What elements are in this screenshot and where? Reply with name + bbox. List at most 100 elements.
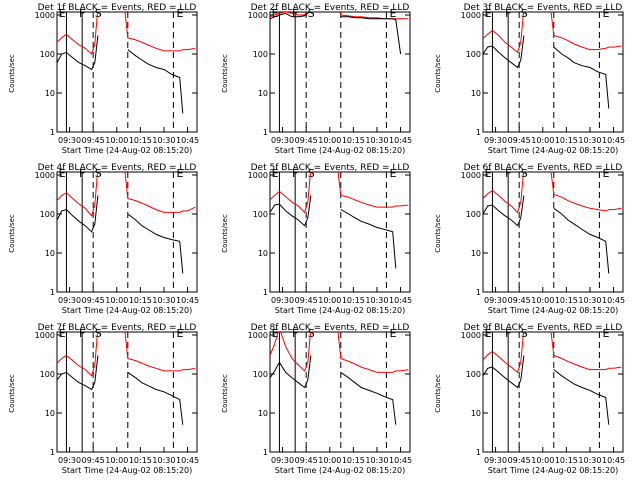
x-tick-label: 10:30	[578, 456, 601, 465]
x-tick-label: 09:45	[508, 136, 531, 145]
chart-title: Det 3f BLACK = Events, RED = LLD	[464, 3, 623, 13]
x-tick-label: 10:15	[342, 456, 365, 465]
phase-label: S	[308, 7, 315, 20]
phase-label: E	[272, 167, 279, 180]
x-tick-label: 10:15	[555, 456, 578, 465]
plot-frame	[56, 171, 198, 293]
x-tick-label: 10:15	[129, 296, 152, 305]
phase-label: E	[485, 167, 492, 180]
y-tick-label: 10	[258, 249, 268, 258]
plot-frame	[269, 331, 411, 453]
y-tick-label: 1000	[248, 331, 268, 340]
y-axis-label: Counts/sec	[221, 214, 229, 253]
x-tick-label: 10:45	[176, 136, 199, 145]
x-tick-label: 10:00	[105, 456, 128, 465]
x-axis-label: Start Time (24-Aug-02 08:15:20)	[62, 146, 193, 155]
x-tick-label: 09:30	[484, 136, 507, 145]
y-tick-label: 1000	[248, 171, 268, 180]
phase-label: E	[177, 7, 184, 20]
y-tick-label: 10	[45, 249, 55, 258]
y-tick-label: 100	[466, 210, 481, 219]
plot-frame	[269, 171, 411, 293]
x-tick-label: 09:30	[484, 456, 507, 465]
y-tick-label: 1000	[461, 171, 481, 180]
x-tick-label: 09:30	[58, 136, 81, 145]
y-tick-label: 1000	[35, 331, 55, 340]
x-tick-label: 10:15	[342, 296, 365, 305]
y-axis-label: Counts/sec	[434, 214, 442, 253]
y-tick-label: 10	[258, 409, 268, 418]
y-tick-label: 1000	[461, 331, 481, 340]
y-tick-label: 1	[263, 128, 268, 137]
x-tick-label: 09:30	[271, 136, 294, 145]
y-tick-label: 10	[45, 409, 55, 418]
x-axis-label: Start Time (24-Aug-02 08:15:20)	[62, 306, 193, 315]
phase-label: E	[272, 7, 279, 20]
x-tick-label: 10:00	[531, 456, 554, 465]
y-tick-label: 1000	[461, 11, 481, 20]
x-tick-label: 10:15	[129, 136, 152, 145]
y-tick-label: 1	[50, 448, 55, 457]
x-tick-label: 09:30	[271, 296, 294, 305]
y-axis-label: Counts/sec	[221, 54, 229, 93]
phase-label: S	[95, 327, 102, 340]
chart-title: Det 8f BLACK = Events, RED = LLD	[251, 323, 410, 333]
series-line	[57, 35, 184, 114]
phase-label: S	[308, 167, 315, 180]
y-axis-label: Counts/sec	[434, 54, 442, 93]
x-tick-label: 10:00	[105, 296, 128, 305]
x-axis-label: Start Time (24-Aug-02 08:15:20)	[275, 306, 406, 315]
plot-frame	[482, 171, 624, 293]
phase-label: F	[505, 7, 511, 20]
y-tick-label: 100	[40, 210, 55, 219]
x-tick-label: 09:30	[484, 296, 507, 305]
y-tick-label: 100	[466, 50, 481, 59]
phase-label: E	[603, 7, 610, 20]
x-tick-label: 09:30	[271, 456, 294, 465]
series-line	[57, 172, 196, 217]
series-line	[483, 35, 610, 109]
y-tick-label: 1	[263, 288, 268, 297]
y-tick-label: 100	[253, 370, 268, 379]
x-tick-label: 10:15	[555, 136, 578, 145]
y-tick-label: 10	[471, 249, 481, 258]
x-tick-label: 10:45	[602, 296, 625, 305]
x-tick-label: 10:30	[152, 456, 175, 465]
phase-label: F	[79, 7, 85, 20]
phase-label: F	[505, 327, 511, 340]
y-tick-label: 10	[45, 89, 55, 98]
plot-frame	[56, 11, 198, 133]
chart-title: Det 1f BLACK = Events, RED = LLD	[38, 3, 197, 13]
phase-label: F	[292, 327, 298, 340]
phase-label: E	[272, 327, 279, 340]
x-tick-label: 10:45	[389, 456, 412, 465]
x-tick-label: 09:30	[58, 296, 81, 305]
y-axis-label: Counts/sec	[8, 374, 16, 413]
x-tick-label: 10:00	[318, 136, 341, 145]
x-tick-label: 10:00	[318, 296, 341, 305]
series-line	[57, 355, 184, 425]
x-axis-label: Start Time (24-Aug-02 08:15:20)	[275, 146, 406, 155]
y-tick-label: 100	[40, 370, 55, 379]
x-axis-label: Start Time (24-Aug-02 08:15:20)	[62, 466, 193, 475]
panel: Det 1f BLACK = Events, RED = LLD Counts/s…	[8, 3, 199, 155]
x-tick-label: 09:45	[82, 456, 105, 465]
x-tick-label: 09:30	[58, 456, 81, 465]
y-tick-label: 1	[50, 288, 55, 297]
panel: Det 2f BLACK = Events, RED = LLD Counts/s…	[221, 3, 412, 155]
series-line	[483, 332, 622, 374]
x-tick-label: 10:45	[602, 456, 625, 465]
y-axis-label: Counts/sec	[8, 214, 16, 253]
phase-label: S	[95, 7, 102, 20]
phase-label: S	[521, 327, 528, 340]
series-line	[57, 12, 196, 55]
x-tick-label: 09:45	[82, 296, 105, 305]
x-tick-label: 10:45	[176, 456, 199, 465]
y-axis-label: Counts/sec	[8, 54, 16, 93]
panel: Det 8f BLACK = Events, RED = LLD Counts/s…	[221, 323, 412, 475]
phase-label: F	[292, 167, 298, 180]
x-tick-label: 10:30	[578, 296, 601, 305]
phase-label: E	[390, 167, 397, 180]
x-tick-label: 10:15	[129, 456, 152, 465]
